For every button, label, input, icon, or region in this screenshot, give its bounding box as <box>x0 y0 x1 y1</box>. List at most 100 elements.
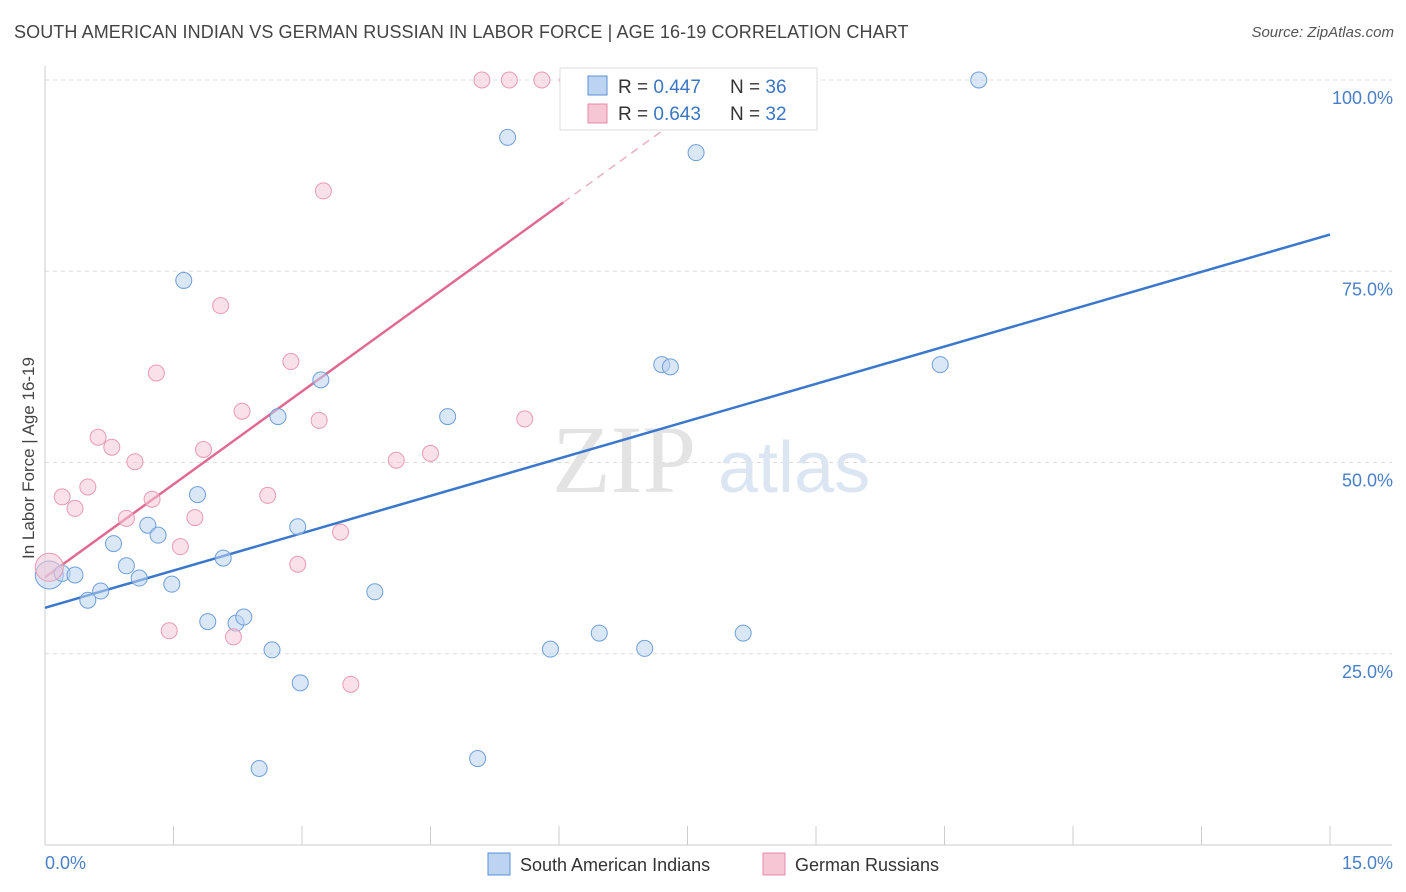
point-south-american-indian <box>970 71 988 89</box>
x-tick-label: 15.0% <box>1342 853 1393 873</box>
point-south-american-indian <box>269 408 287 426</box>
point-german-russian <box>143 490 161 508</box>
point-south-american-indian <box>92 582 110 600</box>
point-german-russian <box>212 297 230 315</box>
point-south-american-indian <box>105 535 123 553</box>
svg-text:N = 36: N = 36 <box>730 77 787 98</box>
axes <box>44 66 1392 846</box>
source-credit: Source: ZipAtlas.com <box>1251 24 1394 41</box>
r-label-blue: R = <box>618 77 653 98</box>
svg-text:N = 32: N = 32 <box>730 104 787 125</box>
point-south-american-indian <box>263 641 281 659</box>
point-german-russian <box>422 444 439 462</box>
point-south-american-indian <box>499 128 517 146</box>
y-axis-title: In Labor Force | Age 16-19 <box>19 357 38 559</box>
data-points <box>34 71 988 777</box>
point-german-russian <box>233 402 251 420</box>
point-german-russian <box>79 478 97 496</box>
x-tick-label: 0.0% <box>45 853 86 873</box>
y-tick-label: 100.0% <box>1332 88 1393 108</box>
point-south-american-indian <box>469 750 487 768</box>
point-south-american-indian <box>312 371 330 389</box>
grid-lines <box>45 79 1392 655</box>
y-tick-label: 50.0% <box>1342 471 1393 491</box>
point-south-american-indian <box>289 518 307 536</box>
point-german-russian <box>282 353 300 371</box>
point-south-american-indian <box>175 271 193 289</box>
r-value-pink: 0.643 <box>653 104 701 125</box>
series-legend-swatch-blue <box>487 852 511 876</box>
point-german-russian <box>533 71 551 89</box>
point-german-russian <box>66 499 84 517</box>
watermark-zip: ZIP <box>552 406 696 513</box>
n-value-pink: 32 <box>765 104 786 125</box>
point-german-russian <box>186 509 204 527</box>
point-south-american-indian <box>66 566 84 584</box>
series-legend-label-blue: South American Indians <box>520 855 710 875</box>
stats-legend-swatch-blue <box>587 75 608 96</box>
r-label-pink: R = <box>618 104 653 125</box>
point-south-american-indian <box>117 557 135 575</box>
point-south-american-indian <box>250 760 268 777</box>
point-south-american-indian <box>235 608 253 626</box>
point-south-american-indian <box>661 358 679 376</box>
y-tick-label: 25.0% <box>1342 662 1393 682</box>
point-german-russian <box>89 428 107 446</box>
x-tick-labels: 0.0% 15.0% <box>45 853 1393 873</box>
point-south-american-indian <box>366 583 384 601</box>
point-south-american-indian <box>734 624 752 642</box>
point-german-russian <box>224 628 242 646</box>
point-south-american-indian <box>199 613 217 631</box>
svg-text:R = 0.643: R = 0.643 <box>618 104 701 125</box>
r-value-blue: 0.447 <box>653 77 701 98</box>
point-south-american-indian <box>79 591 97 609</box>
point-south-american-indian <box>931 356 949 374</box>
point-german-russian <box>332 523 350 541</box>
point-german-russian <box>259 486 277 504</box>
series-legend-swatch-pink <box>762 852 786 876</box>
point-german-russian <box>160 622 178 640</box>
point-german-russian <box>117 509 135 527</box>
point-south-american-indian <box>687 144 705 162</box>
point-german-russian <box>387 451 405 469</box>
chart-title: SOUTH AMERICAN INDIAN VS GERMAN RUSSIAN … <box>14 22 909 42</box>
point-south-american-indian <box>541 640 559 658</box>
point-german-russian <box>473 71 491 89</box>
point-german-russian <box>342 675 360 693</box>
point-south-american-indian <box>636 639 654 657</box>
point-german-russian <box>147 364 165 382</box>
y-tick-labels: 25.0% 50.0% 75.0% 100.0% <box>1332 88 1393 682</box>
series-legend-label-pink: German Russians <box>795 855 939 875</box>
point-south-american-indian <box>163 575 181 593</box>
stats-legend: R = 0.447 N = 36 R = 0.643 N = 32 <box>559 67 818 131</box>
point-south-american-indian <box>590 624 608 642</box>
n-label-blue: N = <box>730 77 765 98</box>
n-label-pink: N = <box>730 104 765 125</box>
point-german-russian <box>516 410 534 428</box>
point-south-american-indian <box>439 408 457 426</box>
point-south-american-indian <box>291 674 309 692</box>
point-south-american-indian <box>130 569 148 587</box>
watermark-atlas: atlas <box>718 428 870 508</box>
point-german-russian <box>53 488 71 506</box>
n-value-blue: 36 <box>765 77 786 98</box>
trend-line-south-american-indians <box>44 233 1331 610</box>
svg-text:R = 0.447: R = 0.447 <box>618 77 701 98</box>
point-german-russian <box>171 538 189 556</box>
point-german-russian <box>126 453 144 471</box>
point-german-russian <box>314 182 332 200</box>
point-german-russian <box>34 552 64 582</box>
point-south-american-indian <box>214 549 232 567</box>
point-german-russian <box>289 555 307 573</box>
point-german-russian <box>194 440 212 458</box>
y-tick-label: 75.0% <box>1342 279 1393 299</box>
point-south-american-indian <box>139 516 157 534</box>
stats-legend-swatch-pink <box>587 103 608 124</box>
point-german-russian <box>500 71 518 89</box>
point-south-american-indian <box>188 486 206 504</box>
series-legend: South American Indians German Russians <box>487 852 939 876</box>
point-south-american-indian <box>149 526 167 544</box>
trend-lines <box>44 80 1331 610</box>
point-german-russian <box>310 411 328 429</box>
